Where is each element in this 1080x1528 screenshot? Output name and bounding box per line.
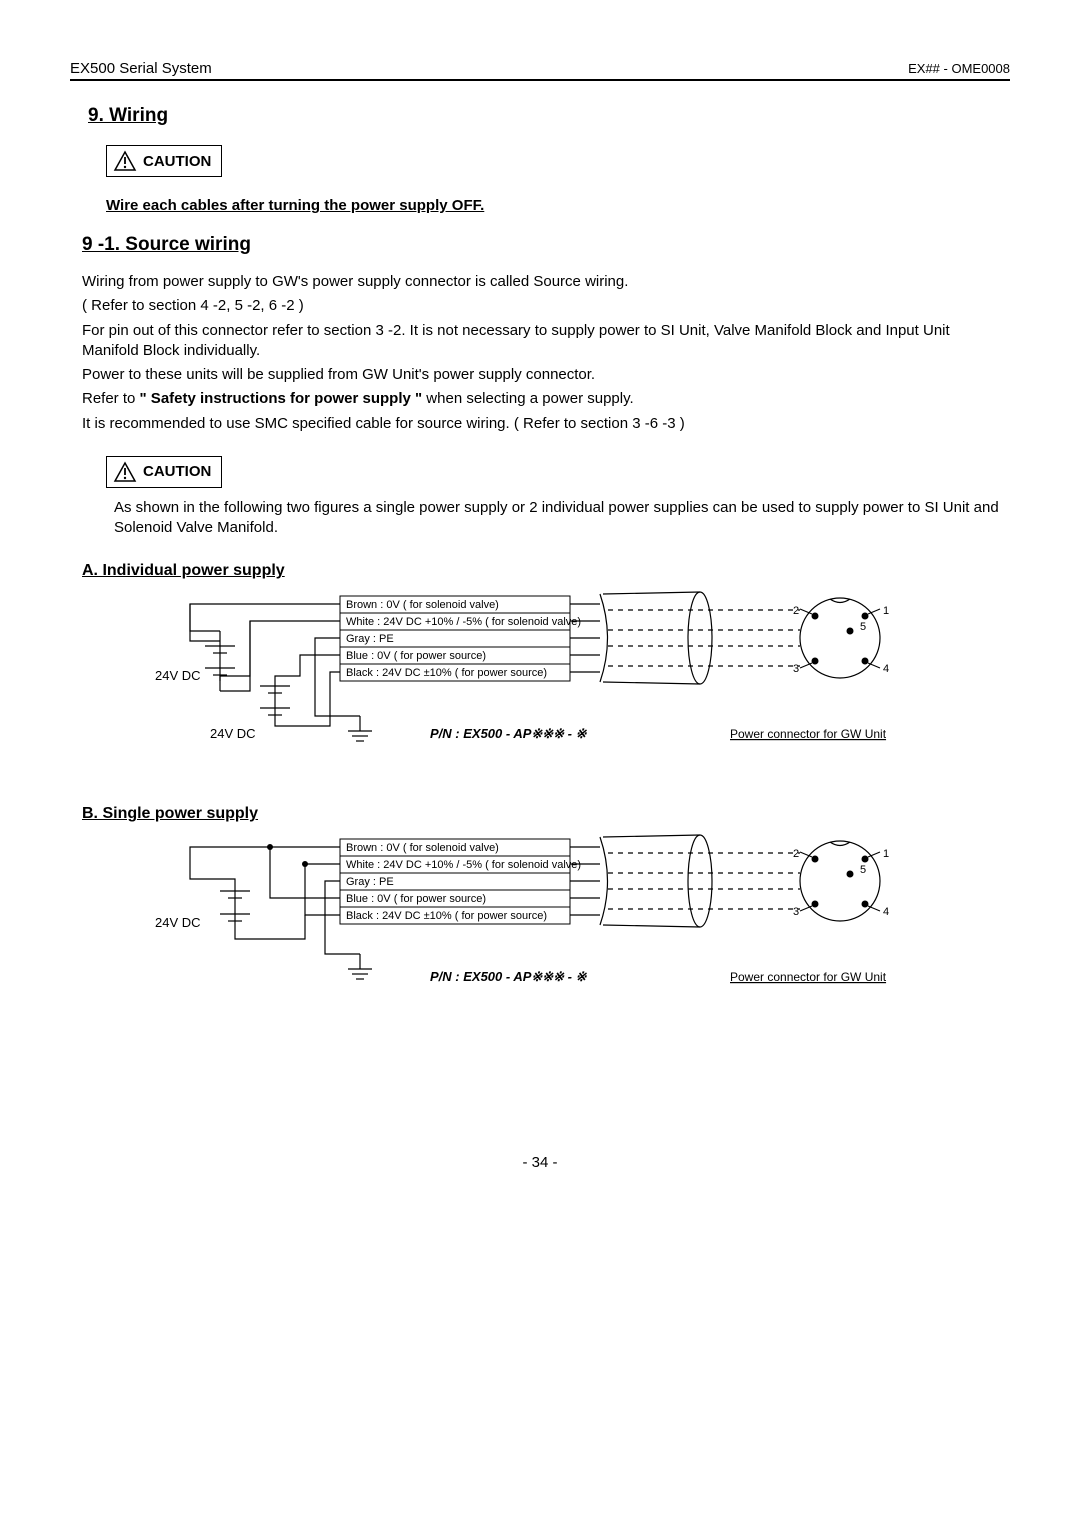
wire-brown: Brown : 0V ( for solenoid valve): [346, 842, 499, 854]
wire-blue: Blue : 0V ( for power source): [346, 893, 486, 905]
wire-brown: Brown : 0V ( for solenoid valve): [346, 599, 499, 611]
pin-4: 4: [883, 663, 889, 675]
warning-line: Wire each cables after turning the power…: [106, 197, 1010, 214]
diagram-b-title: B. Single power supply: [82, 805, 1010, 823]
header-left: EX500 Serial System: [70, 60, 212, 77]
paragraph-4: Power to these units will be supplied fr…: [82, 365, 1010, 385]
page-root: EX500 Serial System EX## - OME0008 9. Wi…: [0, 0, 1080, 1211]
pin-4: 4: [883, 906, 889, 918]
page-header: EX500 Serial System EX## - OME0008: [70, 60, 1010, 81]
pn-label-a: P/N : EX500 - AP※※※ - ※: [430, 726, 588, 741]
pin-1: 1: [883, 848, 889, 860]
wire-black: Black : 24V DC ±10% ( for power source): [346, 910, 547, 922]
v24-label-a2: 24V DC: [210, 726, 256, 741]
paragraph-5: Refer to " Safety instructions for power…: [82, 389, 1010, 409]
wire-gray: Gray : PE: [346, 633, 394, 645]
diagram-a-svg: Brown : 0V ( for solenoid valve) White :…: [100, 586, 920, 786]
wire-blue: Blue : 0V ( for power source): [346, 650, 486, 662]
diagram-b-svg: Brown : 0V ( for solenoid valve) White :…: [100, 829, 920, 1029]
caution-box-2: CAUTION: [106, 456, 222, 488]
wire-white: White : 24V DC +10% / -5% ( for solenoid…: [346, 859, 581, 871]
diagram-b: Brown : 0V ( for solenoid valve) White :…: [100, 829, 1010, 1034]
diagram-a-title: A. Individual power supply: [82, 562, 1010, 580]
pin-3: 3: [793, 663, 799, 675]
paragraph-2: ( Refer to section 4 -2, 5 -2, 6 -2 ): [82, 296, 1010, 316]
paragraph-1: Wiring from power supply to GW's power s…: [82, 272, 1010, 292]
p5-pre: Refer to: [82, 390, 140, 407]
pin-5: 5: [860, 621, 866, 633]
caution-label-2: CAUTION: [143, 463, 211, 480]
paragraph-3: For pin out of this connector refer to s…: [82, 321, 1010, 362]
diagram-a: Brown : 0V ( for solenoid valve) White :…: [100, 586, 1010, 791]
pin-5: 5: [860, 864, 866, 876]
pn-label-b: P/N : EX500 - AP※※※ - ※: [430, 969, 588, 984]
wire-white: White : 24V DC +10% / -5% ( for solenoid…: [346, 616, 581, 628]
section-title: 9. Wiring: [88, 105, 1010, 127]
header-right: EX## - OME0008: [908, 61, 1010, 76]
warning-icon: [113, 461, 137, 483]
subsection-title: 9 -1. Source wiring: [82, 234, 1010, 256]
caution2-text: As shown in the following two figures a …: [114, 498, 1010, 539]
p5-post: when selecting a power supply.: [422, 390, 634, 407]
pin-3: 3: [793, 906, 799, 918]
warning-icon: [113, 150, 137, 172]
caution-box-1: CAUTION: [106, 145, 222, 177]
conn-label-a: Power connector for GW Unit: [730, 727, 887, 741]
pin-1: 1: [883, 605, 889, 617]
pin-2: 2: [793, 848, 799, 860]
paragraph-6: It is recommended to use SMC specified c…: [82, 414, 1010, 434]
pin-2: 2: [793, 605, 799, 617]
wire-black: Black : 24V DC ±10% ( for power source): [346, 667, 547, 679]
v24-label-b: 24V DC: [155, 915, 201, 930]
wire-gray: Gray : PE: [346, 876, 394, 888]
v24-label-a1: 24V DC: [155, 668, 201, 683]
p5-bold: " Safety instructions for power supply ": [140, 390, 423, 407]
conn-label-b: Power connector for GW Unit: [730, 970, 887, 984]
caution-label-1: CAUTION: [143, 153, 211, 170]
page-number: - 34 -: [70, 1154, 1010, 1171]
